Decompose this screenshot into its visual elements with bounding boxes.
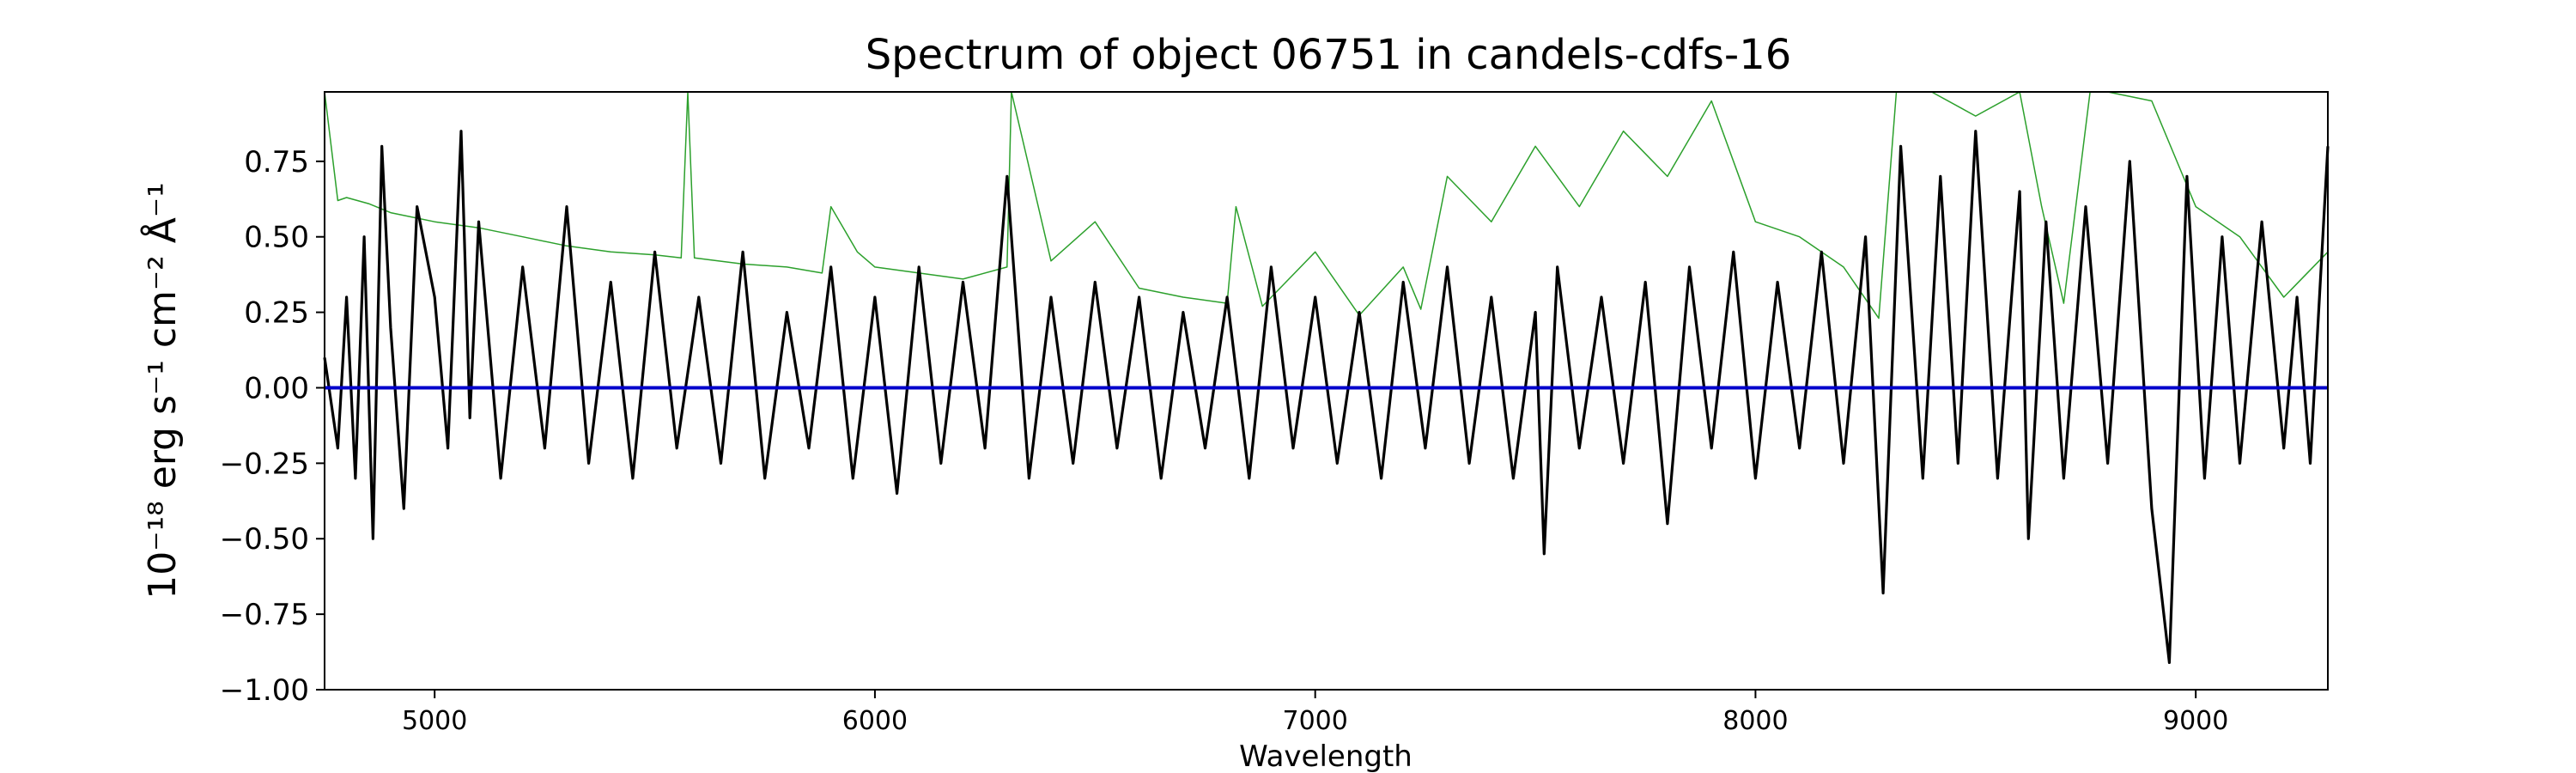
- chart-title: Spectrum of object 06751 in candels-cdfs…: [866, 31, 1792, 79]
- series-layer: [323, 91, 2330, 664]
- x-tick-label: 7000: [1283, 706, 1348, 736]
- y-tick-label: −0.50: [220, 522, 309, 557]
- plot-area: [323, 91, 2330, 691]
- x-tick-label: 8000: [1722, 706, 1788, 736]
- x-tick-label: 5000: [402, 706, 467, 736]
- y-tick-label: −1.00: [220, 673, 309, 708]
- series-line-1: [324, 91, 2329, 320]
- x-tick-label: 9000: [2163, 706, 2228, 736]
- x-axis-ticks: 5000 6000 7000 8000 9000: [402, 690, 2228, 736]
- x-tick-label: 6000: [842, 706, 908, 736]
- plot-background: [325, 92, 2328, 690]
- y-axis-label: 10⁻¹⁸ erg s⁻¹ cm⁻² Å⁻¹: [139, 182, 185, 599]
- y-tick-label: 0.25: [244, 296, 309, 331]
- x-axis-label: Wavelength: [1239, 740, 1413, 773]
- y-tick-label: −0.75: [220, 598, 309, 632]
- y-tick-label: 0.75: [244, 145, 309, 180]
- y-tick-label: 0.00: [244, 371, 309, 405]
- plot-frame: [324, 91, 2329, 691]
- y-tick-label: 0.50: [244, 221, 309, 255]
- y-tick-label: −0.25: [220, 447, 309, 481]
- series-line-2: [323, 130, 2330, 664]
- y-axis-ticks: −1.00 −0.75 −0.50 −0.25 0.00 0.25 0.50 0.75: [220, 145, 325, 708]
